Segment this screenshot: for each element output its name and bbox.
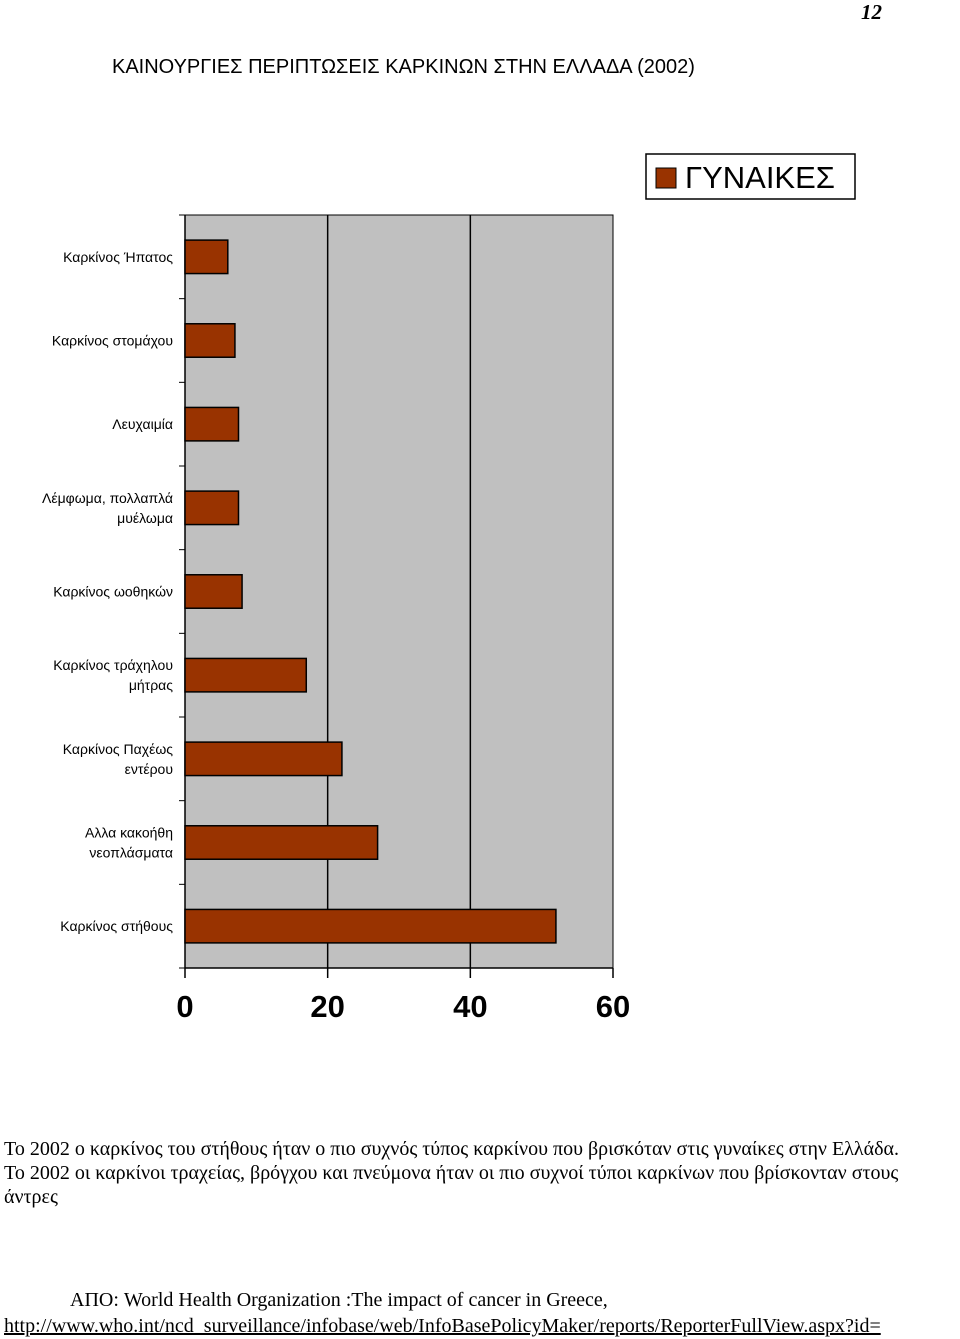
category-label-line: μήτρας: [129, 677, 173, 693]
bar: [184, 490, 240, 526]
category-label: Καρκίνος στήθους: [60, 918, 173, 934]
source-text: ΑΠΟ: World Health Organization :The impa…: [70, 1289, 608, 1311]
category-label: Καρκίνος ωοθηκών: [53, 584, 173, 600]
category-label: Καρκίνος τράχηλου μήτρας: [53, 657, 173, 693]
x-tick-label: 40: [453, 989, 487, 1024]
bar: [184, 574, 243, 609]
category-label-line: Λέμφωμα, πολλαπλά: [42, 490, 173, 506]
bar: [184, 406, 240, 442]
category-label-line: μυέλωμα: [117, 510, 173, 526]
x-tick-label: 20: [310, 989, 344, 1024]
chart-legend: ΓΥΝΑΙΚΕΣ: [645, 153, 856, 200]
category-label-line: Αλλα κακοήθη: [85, 825, 173, 841]
category-label-line: Καρκίνος Ήπατος: [63, 249, 173, 265]
category-label-line: Λευχαιμία: [112, 416, 173, 432]
category-label: Λευχαιμία: [112, 416, 173, 432]
category-label-line: εντέρου: [125, 761, 173, 777]
category-label: Αλλα κακοήθη νεοπλάσματα: [85, 825, 173, 861]
caption-line-2: Το 2002 οι καρκίνοι τραχείας, βρόγχου κα…: [4, 1162, 899, 1208]
caption: Το 2002 ο καρκίνος του στήθους ήταν ο πι…: [4, 1137, 944, 1209]
bar: [184, 239, 229, 275]
bar: [184, 825, 379, 860]
bar-chart: Καρκίνος Ήπατος Καρκίνος στομάχου Λευχαιμί…: [42, 153, 856, 1024]
category-label-line: Καρκίνος στομάχου: [52, 333, 173, 349]
bar: [184, 323, 236, 358]
bar: [184, 657, 308, 693]
category-label-line: Καρκίνος Παχέως: [63, 741, 173, 757]
legend-swatch: [655, 167, 677, 189]
category-label: Λέμφωμα, πολλαπλά μυέλωμα: [42, 490, 173, 526]
x-tick-label: 0: [176, 989, 193, 1024]
source-link[interactable]: http://www.who.int/ncd_surveillance/info…: [4, 1315, 881, 1337]
category-label-line: νεοπλάσματα: [89, 845, 173, 861]
bar: [184, 741, 343, 777]
page-title: ΚΑΙΝΟΥΡΓΙΕΣ ΠΕΡΙΠΤΩΣΕΙΣ ΚΑΡΚΙΝΩΝ ΣΤΗΝ ΕΛ…: [112, 56, 695, 78]
bar: [184, 908, 557, 944]
caption-line-1: Το 2002 ο καρκίνος του στήθους ήταν ο πι…: [4, 1138, 899, 1160]
category-label: Καρκίνος στομάχου: [52, 333, 173, 349]
x-tick-label: 60: [596, 989, 630, 1024]
category-label: Καρκίνος Παχέως εντέρου: [63, 741, 173, 777]
legend-box: [645, 153, 856, 200]
legend-label: ΓΥΝΑΙΚΕΣ: [685, 160, 835, 195]
category-label-line: Καρκίνος τράχηλου: [53, 657, 173, 673]
category-label-line: Καρκίνος στήθους: [60, 918, 173, 934]
category-label-line: Καρκίνος ωοθηκών: [53, 584, 173, 600]
page-number: 12: [861, 0, 882, 24]
category-label: Καρκίνος Ήπατος: [63, 249, 173, 265]
